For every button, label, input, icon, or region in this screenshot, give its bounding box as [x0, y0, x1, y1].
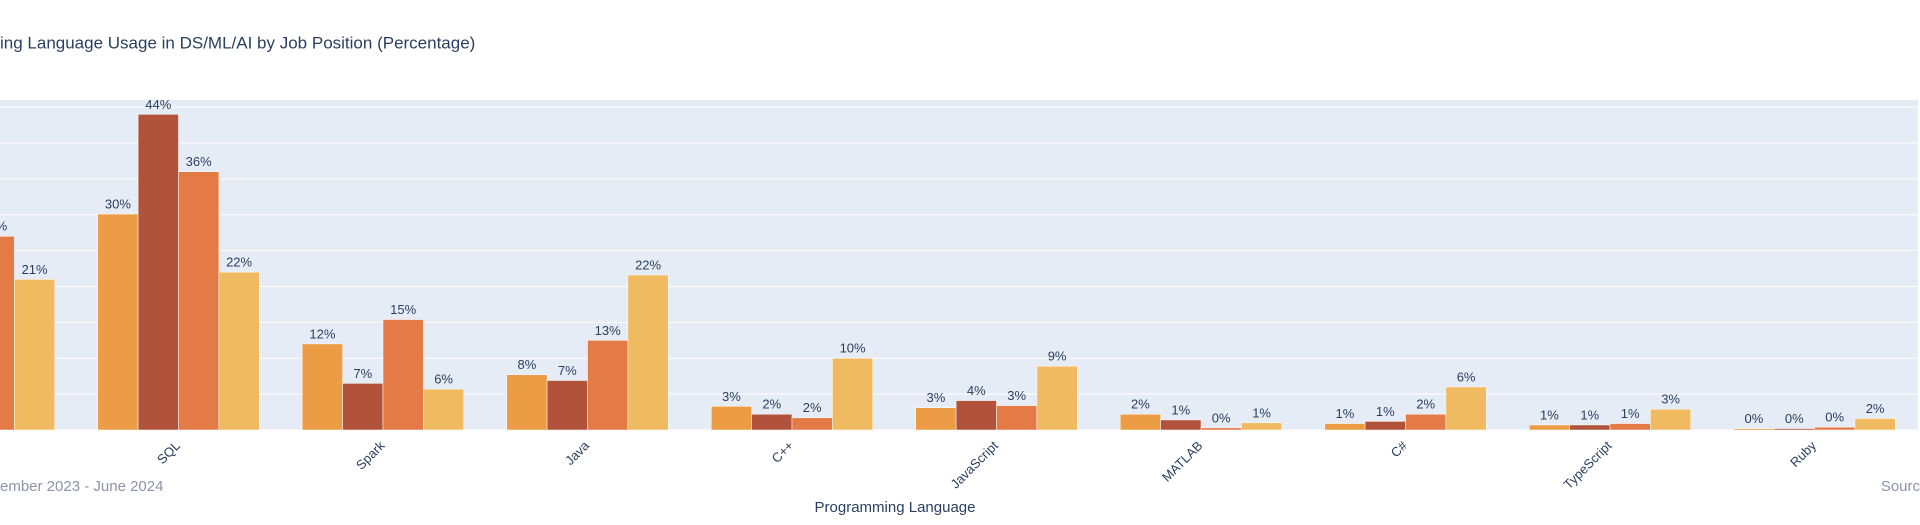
bar [832, 358, 874, 431]
value-label: 7% [353, 366, 372, 381]
value-label: 1% [1580, 407, 1599, 422]
x-tick-label: C# [1388, 437, 1411, 460]
bar [1160, 419, 1202, 431]
value-label: 1% [1376, 404, 1395, 419]
chart-title: ing Language Usage in DS/ML/AI by Job Po… [0, 33, 475, 52]
value-label: 0% [1745, 411, 1764, 426]
bar [627, 274, 669, 431]
value-label: 27% [0, 219, 8, 234]
value-label: 30% [105, 197, 131, 212]
bar [342, 383, 384, 431]
value-label: 10% [840, 341, 866, 356]
x-tick-label: Java [562, 437, 593, 468]
x-tick-label: MATLAB [1159, 438, 1206, 485]
bar [178, 171, 220, 431]
value-label: 3% [1007, 388, 1026, 403]
value-label: 3% [927, 390, 946, 405]
bar [1773, 428, 1815, 431]
value-label: 22% [635, 257, 661, 272]
source-note: Sourc [1881, 478, 1920, 495]
bar [506, 374, 548, 431]
bar [14, 279, 56, 431]
value-label: 3% [1661, 392, 1680, 407]
bar [1609, 423, 1651, 431]
bar [1119, 413, 1161, 431]
bar [97, 213, 139, 431]
value-label: 1% [1252, 405, 1271, 420]
value-label: 6% [1457, 369, 1476, 384]
value-label: 7% [558, 363, 577, 378]
bar [1445, 386, 1487, 431]
bar [301, 343, 343, 431]
bar [1569, 424, 1611, 431]
bar [1324, 423, 1366, 431]
bar [137, 114, 179, 431]
bar [1036, 365, 1078, 431]
x-tick-label: C++ [769, 438, 797, 466]
x-tick-label: Ruby [1787, 438, 1819, 470]
bar [996, 405, 1038, 431]
bar [791, 417, 833, 431]
value-label: 1% [1540, 407, 1559, 422]
bar [1364, 421, 1406, 431]
value-label: 21% [22, 262, 48, 277]
value-label: 3% [722, 389, 741, 404]
x-tick-label: TypeScript [1561, 438, 1615, 492]
value-label: 8% [518, 357, 537, 372]
bar [710, 406, 752, 431]
bar [1241, 422, 1283, 431]
bar [1650, 408, 1692, 431]
value-label: 0% [1825, 410, 1844, 425]
bar [1200, 427, 1242, 431]
value-label: 22% [226, 255, 252, 270]
value-label: 2% [1866, 401, 1885, 416]
x-tick-label: SQL [154, 438, 183, 467]
value-label: 13% [595, 323, 621, 338]
bar [0, 236, 15, 431]
bar [955, 400, 997, 431]
value-label: 15% [390, 302, 416, 317]
bar [423, 388, 465, 431]
footnote: ember 2023 - June 2024 [0, 478, 163, 495]
plot-area [0, 100, 1918, 430]
value-label: 2% [1416, 397, 1435, 412]
bar [1814, 426, 1856, 431]
value-label: 12% [309, 326, 335, 341]
bar [1405, 413, 1447, 431]
value-label: 0% [1212, 410, 1231, 425]
value-label: 1% [1336, 406, 1355, 421]
bar [915, 407, 957, 431]
value-label: 1% [1621, 406, 1640, 421]
bar [546, 380, 588, 431]
value-label: 2% [762, 397, 781, 412]
bar [218, 271, 260, 431]
value-label: 2% [803, 400, 822, 415]
bar [1528, 424, 1570, 431]
bar [1733, 428, 1775, 431]
value-label: 2% [1131, 397, 1150, 412]
value-label: 36% [186, 154, 212, 169]
bar [751, 413, 793, 431]
x-tick-label: Spark [353, 438, 388, 473]
value-label: 4% [967, 383, 986, 398]
bar [382, 319, 424, 431]
bar [1854, 418, 1896, 431]
x-axis-title: Programming Language [815, 499, 976, 516]
bar [587, 340, 629, 431]
x-tick-label: JavaScript [948, 438, 1002, 492]
value-label: 9% [1048, 349, 1067, 364]
value-label: 44% [145, 97, 171, 112]
value-label: 1% [1171, 402, 1190, 417]
value-label: 6% [434, 372, 453, 387]
value-label: 0% [1785, 411, 1804, 426]
